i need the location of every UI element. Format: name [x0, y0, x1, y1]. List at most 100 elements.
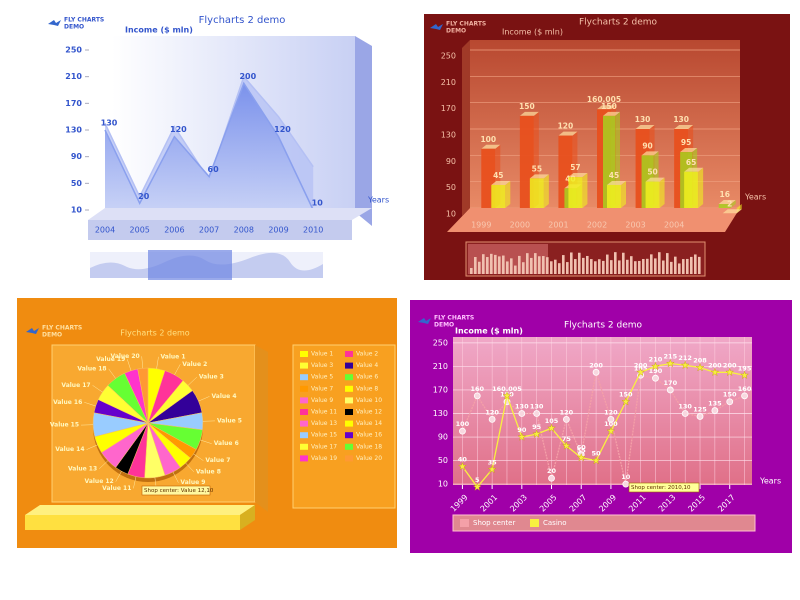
- legend-swatch: [300, 362, 308, 369]
- navigator-window: [148, 250, 232, 280]
- point: [459, 427, 466, 435]
- navigator-bar: [678, 263, 681, 274]
- x-tick-label: 2004: [664, 221, 684, 230]
- x-tick-label: 2004: [95, 226, 115, 235]
- slice-label: Value 19: [96, 356, 125, 363]
- legend-label: Value 18: [356, 443, 382, 450]
- navigator-bar: [522, 262, 525, 274]
- slice-label: Value 15: [50, 422, 79, 429]
- legend-swatch: [300, 374, 308, 381]
- leader-line: [86, 444, 98, 450]
- leader-line: [156, 356, 159, 369]
- data-label: 150: [601, 102, 617, 111]
- x-tick-label: 2000: [510, 221, 530, 230]
- legend-swatch: [345, 432, 353, 439]
- data-label: 200: [239, 72, 256, 81]
- leader-line: [198, 396, 210, 402]
- data-label: 215: [664, 352, 678, 360]
- point: [517, 432, 527, 441]
- slice-label: Value 12: [85, 478, 114, 485]
- y-tick-label: 170: [441, 104, 456, 113]
- slice-label: Value 4: [211, 393, 236, 400]
- data-label: 130: [101, 119, 118, 128]
- area-fill: [105, 83, 314, 210]
- legend-label: Value 20: [356, 455, 382, 462]
- x-axis-label: Years: [759, 477, 781, 486]
- navigator-bar: [622, 252, 625, 274]
- data-label: 16: [719, 190, 729, 199]
- navigator-bar: [482, 254, 485, 274]
- data-label: 160: [470, 385, 484, 393]
- navigator-bar: [574, 259, 577, 274]
- navigator-bar: [646, 258, 649, 274]
- slice-label: Value 17: [61, 382, 90, 389]
- navigator-bar: [590, 259, 593, 274]
- legend-swatch: [345, 455, 353, 462]
- chart-title: Flycharts 2 demo: [564, 321, 643, 331]
- x-tick-label: 2010: [303, 226, 323, 235]
- point: [696, 413, 704, 420]
- data-label: 100: [456, 420, 470, 428]
- x-tick-label: 2009: [268, 226, 288, 235]
- leader-line: [174, 364, 181, 375]
- data-label: 200: [634, 361, 648, 369]
- legend-label: Value 7: [311, 385, 333, 392]
- point: [502, 391, 512, 400]
- slice-label: Value 18: [77, 365, 106, 372]
- point: [666, 386, 674, 394]
- y-tick-label: 90: [446, 157, 456, 166]
- bar-top: [491, 180, 511, 185]
- slice-label: Value 1: [160, 353, 185, 360]
- data-label: 150: [619, 391, 633, 399]
- leader-line: [141, 356, 144, 369]
- bar: [491, 184, 506, 208]
- leader-line: [84, 402, 96, 407]
- data-label: 120: [274, 125, 291, 134]
- tooltip-box: [141, 485, 211, 496]
- data-label: 120: [485, 408, 499, 416]
- navigator-bar: [634, 261, 637, 274]
- leader-line: [185, 462, 195, 473]
- point: [741, 392, 748, 400]
- y-tick-label: 130: [65, 126, 82, 135]
- y-tick-label: 10: [71, 206, 83, 215]
- data-label: 200: [708, 361, 722, 369]
- navigator-bar: [486, 257, 489, 274]
- point: [487, 464, 497, 474]
- leader-line: [127, 359, 132, 371]
- navigator-bar: [610, 260, 613, 274]
- point: [710, 367, 720, 377]
- data-label: 195: [738, 364, 752, 372]
- y-tick-label: 10: [438, 480, 448, 489]
- data-label: 75: [562, 435, 572, 443]
- bar: [684, 171, 699, 208]
- data-label: 60: [577, 444, 587, 452]
- navigator-bar: [578, 252, 581, 274]
- leader-line: [92, 385, 103, 393]
- point: [636, 367, 646, 377]
- point: [561, 441, 571, 450]
- navigator-bar: [470, 268, 473, 274]
- bar-side: [730, 200, 736, 208]
- navigator-bar: [602, 260, 605, 274]
- navigator-bar: [606, 254, 609, 274]
- point: [607, 415, 615, 423]
- data-label: 20: [138, 192, 150, 201]
- slice-label: Value 11: [102, 485, 131, 492]
- legend-swatch: [300, 443, 308, 450]
- bar-top: [645, 177, 665, 182]
- slice-label: Value 14: [55, 446, 84, 453]
- legend-swatch: [345, 409, 353, 415]
- logo-icon: [430, 24, 443, 30]
- logo-text: FLY CHARTS: [42, 325, 82, 332]
- data-label: 55: [532, 164, 542, 173]
- leader-line: [172, 471, 179, 483]
- navigator-bar: [694, 254, 697, 274]
- data-label: 195: [634, 364, 648, 372]
- legend-swatch: [345, 385, 353, 392]
- navigator-bar: [626, 259, 629, 274]
- y-tick-label: 50: [71, 179, 83, 188]
- navigator-bar: [630, 256, 633, 274]
- bar-top: [718, 200, 736, 205]
